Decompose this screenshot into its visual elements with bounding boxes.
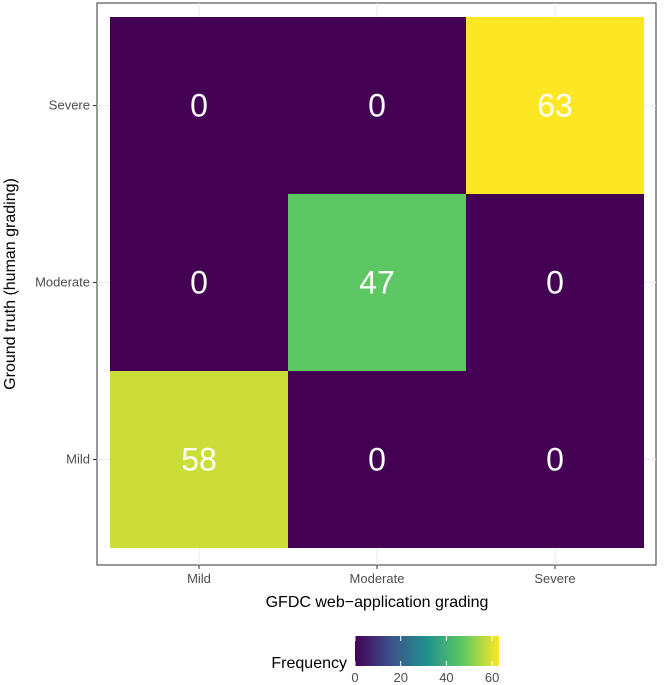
heatmap-cell: 47 <box>288 194 466 371</box>
heatmap-cell: 0 <box>110 17 288 194</box>
x-tick-label: Severe <box>534 571 575 586</box>
cell-rect <box>288 194 466 371</box>
x-tick-label: Mild <box>187 571 211 586</box>
x-tick-label: Moderate <box>350 571 405 586</box>
cell-rect <box>110 194 288 371</box>
cell-value: 0 <box>190 88 208 124</box>
cell-value: 0 <box>368 442 386 478</box>
cell-rect <box>466 371 644 548</box>
cell-rect <box>288 371 466 548</box>
heatmap-cell: 0 <box>466 371 644 548</box>
heatmap-cell: 0 <box>288 17 466 194</box>
legend-tick-label: 0 <box>351 670 358 685</box>
legend-tick-label: 20 <box>393 670 407 685</box>
cell-rect <box>466 17 644 194</box>
heatmap-cell: 0 <box>288 371 466 548</box>
cell-value: 0 <box>546 265 564 301</box>
legend-colorbar <box>355 636 499 666</box>
cell-rect <box>110 17 288 194</box>
cell-value: 0 <box>546 442 564 478</box>
heatmap-cell: 0 <box>466 194 644 371</box>
y-tick-label: Severe <box>49 98 90 113</box>
legend-tick-label: 60 <box>485 670 499 685</box>
heatmap-cell: 63 <box>466 17 644 194</box>
heatmap-cell: 0 <box>110 194 288 371</box>
y-tick-label: Mild <box>66 452 90 467</box>
heatmap-cell: 58 <box>110 371 288 548</box>
cell-value: 0 <box>368 88 386 124</box>
cell-value: 0 <box>190 265 208 301</box>
legend-title: Frequency <box>271 655 347 672</box>
x-axis-title: GFDC web−application grading <box>266 594 489 611</box>
cell-rect <box>288 17 466 194</box>
legend-tick-label: 40 <box>439 670 453 685</box>
cell-rect <box>110 371 288 548</box>
y-tick-label: Moderate <box>35 275 90 290</box>
cell-value: 47 <box>359 265 395 301</box>
cell-value: 58 <box>181 442 217 478</box>
y-axis-title: Ground truth (human grading) <box>2 178 19 390</box>
cell-rect <box>466 194 644 371</box>
cell-value: 63 <box>537 88 573 124</box>
